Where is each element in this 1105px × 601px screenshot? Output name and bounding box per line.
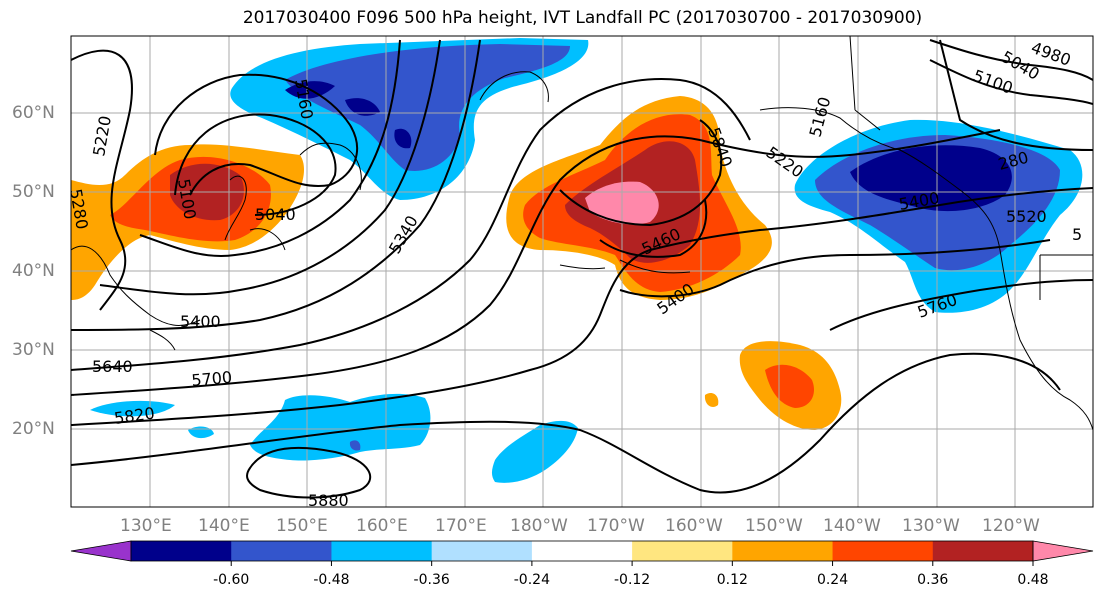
lon-label: 130°E [120,516,172,536]
colorbar-cell [832,541,934,561]
lon-label: 140°E [198,516,250,536]
colorbar-cell [932,541,1034,561]
map-frame [70,35,1094,508]
colorbar-cell [331,541,433,561]
colorbar-tick-label: -0.36 [413,572,450,588]
contour-label: 5 [1072,225,1082,244]
lon-label: 140°W [823,516,881,536]
colorbar-tick-label: 0.36 [917,572,949,588]
coastlines [71,36,1093,431]
lon-label: 130°W [902,516,960,536]
colorbar-cell [231,541,332,561]
contour-label: 5040 [255,205,296,224]
contour-label: 5640 [92,357,133,376]
colorbar-arrow-left [70,540,132,562]
colorbar-cell [531,541,633,561]
height-contours [71,39,1093,499]
colorbar-arrow-right [1032,540,1094,562]
lon-label: 160°W [665,516,723,536]
lon-label: 180°W [510,516,568,536]
contour-label: 5880 [308,491,349,510]
lon-label: 120°W [982,516,1040,536]
colorbar-cell [131,541,232,561]
contour-label: 5280 [66,187,92,230]
colorbar-tick-label: -0.48 [313,572,350,588]
contour-label: 5400 [180,312,221,331]
lat-label: 20°N [12,419,55,439]
map-title: 2017030400 F096 500 hPa height, IVT Land… [242,8,923,28]
colorbar-tick-label: 0.24 [816,572,849,588]
lat-label: 40°N [12,261,55,281]
colorbar-tick-label: 0.12 [716,572,748,588]
colorbar-cell [632,541,733,561]
colorbar-cell [431,541,533,561]
lon-label: 150°E [276,516,328,536]
colorbar-tick-label: -0.24 [513,572,550,588]
lon-label: 150°W [745,516,803,536]
colorbar-tick-label: -0.60 [213,572,250,588]
lon-label: 160°E [356,516,408,536]
colorbar-cell [732,541,834,561]
colorbar-tick-label: -0.12 [613,572,651,588]
lat-label: 60°N [12,103,55,123]
colorbar-frame [130,540,1034,562]
lat-label: 50°N [12,182,55,202]
lon-label: 170°E [435,516,487,536]
lon-label: 170°W [587,516,645,536]
lat-label: 30°N [12,340,55,360]
contour-label: 5700 [191,368,233,390]
colorbar-tick-label: 0.48 [1017,572,1049,588]
contour-label: 5520 [1006,207,1047,226]
